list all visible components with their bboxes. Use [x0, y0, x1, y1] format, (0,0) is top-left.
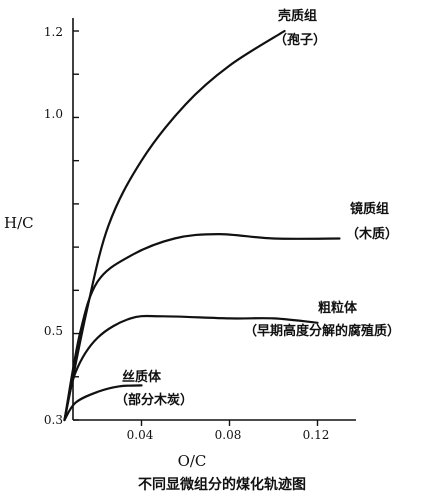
series-label-macrinite-note: （早期高度分解的腐殖质）: [244, 323, 400, 339]
x-tick-label-0: 0.04: [127, 428, 154, 442]
chart-caption: 不同显微组分的煤化轨迹图: [138, 476, 306, 493]
series-curves: [63, 29, 341, 422]
series-label-exinite: 壳质组: [277, 8, 317, 24]
x-tick-label-1: 0.08: [215, 428, 242, 442]
series-label-vitrinite: 镜质组: [350, 201, 389, 217]
vitrinite-curve: [63, 232, 341, 422]
macrinite-curve: [63, 314, 319, 422]
series-label-fusinite: 丝质体: [122, 369, 162, 385]
x-axis-label: O/C: [178, 452, 207, 470]
fusinite-curve: [63, 384, 143, 422]
y-tick-label-2: 1.0: [44, 107, 63, 121]
series-label-macrinite: 粗粒体: [318, 300, 358, 316]
x-tick-label-2: 0.12: [303, 428, 330, 442]
series-label-vitrinite-note: （木质）: [346, 226, 398, 242]
y-tick-label-3: 1.2: [44, 25, 63, 39]
exinite-curve: [63, 29, 286, 422]
series-label-fusinite-note: （部分木炭）: [115, 392, 193, 408]
axis-ticks: [73, 30, 319, 426]
y-tick-label-1: 0.5: [44, 324, 63, 338]
y-axis-label: H/C: [4, 214, 34, 232]
series-label-exinite-note: （孢子）: [274, 32, 326, 48]
y-tick-label-0: 0.3: [44, 413, 63, 427]
